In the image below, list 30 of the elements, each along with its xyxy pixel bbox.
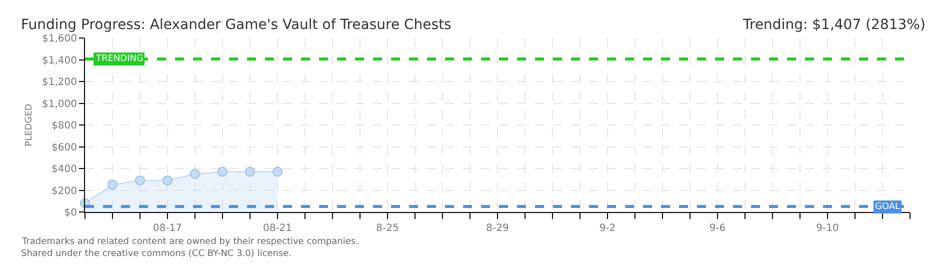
x-tick-label: 08-17 xyxy=(152,223,182,234)
chart-subtitle: Trending: $1,407 (2813%) xyxy=(742,17,926,33)
ref-line-label: GOAL xyxy=(875,202,900,212)
x-tick-label: 9-2 xyxy=(599,223,616,234)
point xyxy=(162,175,172,186)
point xyxy=(135,175,145,186)
x-tick-label: 8-25 xyxy=(376,223,399,234)
y-tick-label: $1,000 xyxy=(42,98,77,110)
y-tick-label: $600 xyxy=(52,142,77,154)
x-tick-label: 9-6 xyxy=(709,223,726,234)
point xyxy=(272,166,282,177)
x-tick-label: 9-10 xyxy=(816,223,839,234)
chart-title: Funding Progress: Alexander Game's Vault of Treasure Chests xyxy=(21,17,452,33)
y-tick-label: $0 xyxy=(64,208,77,218)
point xyxy=(190,168,200,179)
y-tick-label: $200 xyxy=(52,186,77,197)
y-tick-label: $1,400 xyxy=(42,55,77,66)
y-axis-title: PLEDGED xyxy=(24,104,34,146)
text: Shared under the creative commons (CC BY-NC 3.0) license. xyxy=(21,249,292,259)
text: Trademarks and related content are owned by their respective companies. xyxy=(21,237,358,247)
x-tick-label: 08-21 xyxy=(262,223,292,234)
ref-line-label: TRENDING xyxy=(95,54,144,64)
y-tick-label: $1,200 xyxy=(42,77,77,88)
y-tick-label: $400 xyxy=(52,164,77,175)
x-tick-label: 8-29 xyxy=(486,223,509,234)
y-tick-label: $800 xyxy=(52,120,77,132)
point xyxy=(218,166,228,177)
point xyxy=(245,166,255,177)
point xyxy=(108,180,118,190)
y-tick-label: $1,600 xyxy=(42,34,77,44)
